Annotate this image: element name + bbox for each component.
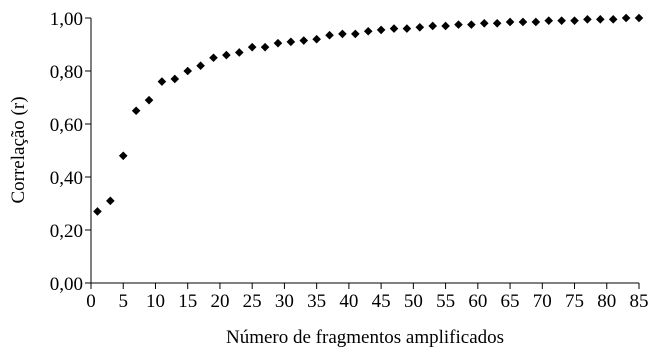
data-point bbox=[505, 17, 515, 27]
x-tick-label: 5 bbox=[118, 291, 128, 312]
data-point bbox=[222, 50, 231, 60]
x-tick-label: 0 bbox=[86, 291, 96, 312]
y-tick-group: 0,00 0,20 0,40 0,60 0,80 1,00 bbox=[50, 9, 91, 295]
data-point bbox=[118, 151, 128, 161]
data-point bbox=[234, 48, 244, 57]
data-point bbox=[544, 16, 554, 25]
y-tick-label: 1,00 bbox=[50, 9, 83, 30]
data-point bbox=[376, 25, 386, 35]
x-axis-title: Número de fragmentos amplificados bbox=[226, 327, 504, 348]
data-point bbox=[312, 34, 321, 44]
data-point bbox=[183, 66, 193, 76]
x-tick-label: 40 bbox=[339, 291, 358, 312]
data-point bbox=[325, 30, 334, 40]
x-tick-label: 75 bbox=[565, 291, 584, 312]
data-point bbox=[196, 61, 205, 70]
y-axis-title: Correlação (r) bbox=[8, 96, 29, 203]
data-point bbox=[415, 22, 425, 32]
data-point bbox=[144, 95, 154, 105]
x-tick-label: 65 bbox=[501, 291, 520, 312]
data-point bbox=[608, 15, 618, 24]
data-point bbox=[479, 19, 489, 28]
x-tick-label: 80 bbox=[597, 291, 616, 312]
y-tick-label: 0,40 bbox=[50, 168, 83, 189]
data-point bbox=[428, 21, 437, 31]
data-point bbox=[467, 20, 476, 29]
data-point bbox=[596, 15, 605, 24]
x-tick-label: 85 bbox=[630, 291, 649, 312]
data-point bbox=[338, 29, 347, 39]
data-point bbox=[170, 74, 180, 84]
x-tick-label: 25 bbox=[243, 291, 262, 312]
data-point bbox=[131, 106, 141, 116]
data-point bbox=[286, 37, 296, 47]
data-point bbox=[260, 42, 270, 52]
x-tick-label: 30 bbox=[275, 291, 294, 312]
y-tick-label: 0,00 bbox=[50, 274, 83, 295]
data-point bbox=[273, 38, 283, 48]
data-point bbox=[106, 196, 115, 206]
x-tick-label: 45 bbox=[372, 291, 391, 312]
data-point bbox=[454, 20, 463, 29]
data-point bbox=[518, 17, 528, 27]
data-point bbox=[570, 16, 579, 25]
y-tick-label: 0,20 bbox=[50, 221, 83, 242]
data-point bbox=[363, 26, 373, 36]
data-point bbox=[402, 24, 412, 33]
x-tick-label: 60 bbox=[468, 291, 487, 312]
data-point bbox=[583, 15, 592, 24]
x-tick-label: 50 bbox=[404, 291, 423, 312]
x-tick-label: 10 bbox=[146, 291, 165, 312]
data-point bbox=[557, 16, 566, 25]
data-point bbox=[621, 13, 631, 23]
data-point bbox=[531, 17, 541, 27]
data-point bbox=[389, 24, 399, 33]
y-tick-label: 0,60 bbox=[50, 115, 83, 136]
x-tick-label: 70 bbox=[533, 291, 552, 312]
data-point bbox=[634, 13, 644, 23]
data-point bbox=[93, 207, 102, 216]
x-tick-label: 20 bbox=[210, 291, 229, 312]
data-point bbox=[441, 21, 450, 31]
x-tick-label: 35 bbox=[307, 291, 326, 312]
data-point bbox=[299, 36, 309, 45]
x-tick-label: 55 bbox=[436, 291, 455, 312]
data-point bbox=[247, 42, 257, 52]
data-points bbox=[93, 13, 644, 216]
data-point bbox=[157, 77, 167, 86]
x-tick-label: 15 bbox=[178, 291, 197, 312]
y-tick-label: 0,80 bbox=[50, 62, 83, 83]
data-point bbox=[209, 53, 218, 63]
data-point bbox=[351, 29, 360, 39]
data-point bbox=[492, 19, 502, 28]
x-tick-group: 0 5 10 15 20 25 30 35 40 45 50 55 60 65 70 75 80 85 bbox=[86, 283, 649, 312]
